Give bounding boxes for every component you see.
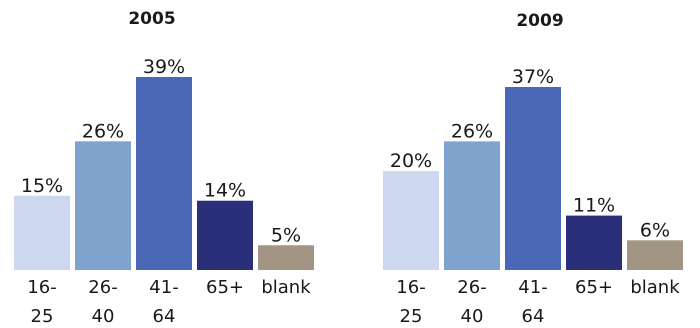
category-label: 16-25 [27, 277, 56, 327]
category-label: 65+ [575, 277, 613, 298]
category-label: 65+ [206, 277, 244, 298]
bar-41-64 [136, 77, 192, 270]
category-label: 16-25 [396, 277, 425, 327]
chart-title: 2009 [516, 11, 563, 31]
data-label: 14% [204, 180, 246, 202]
bar-65+ [197, 200, 253, 270]
data-label: 20% [390, 150, 432, 172]
chart-2005: 2005 15% 16-25 26% 26-40 39% 41-64 14% 65+ 5% blan… [14, 9, 314, 327]
bar-16-25 [383, 171, 439, 270]
bar-blank [627, 240, 683, 270]
category-label: 41-64 [149, 277, 178, 327]
bar-65+ [566, 215, 622, 270]
bar-16-25 [14, 195, 70, 270]
chart-2009: 2009 20% 16-25 26% 26-40 37% 41-64 11% 65+ 6% blan… [383, 11, 683, 327]
category-label: 26-40 [457, 277, 486, 327]
chart-title: 2005 [128, 9, 175, 29]
category-label: 26-40 [88, 277, 117, 327]
data-label: 6% [640, 219, 670, 241]
data-label: 26% [451, 120, 493, 142]
data-label: 11% [573, 195, 615, 217]
category-label: blank [630, 277, 680, 298]
bar-26-40 [75, 141, 131, 270]
bar-blank [258, 245, 314, 270]
data-label: 39% [143, 56, 185, 78]
data-label: 5% [271, 224, 301, 246]
data-label: 15% [21, 175, 63, 197]
data-label: 37% [512, 66, 554, 88]
category-label: 41-64 [518, 277, 547, 327]
category-label: blank [261, 277, 311, 298]
bar-41-64 [505, 87, 561, 270]
data-label: 26% [82, 120, 124, 142]
bar-26-40 [444, 141, 500, 270]
